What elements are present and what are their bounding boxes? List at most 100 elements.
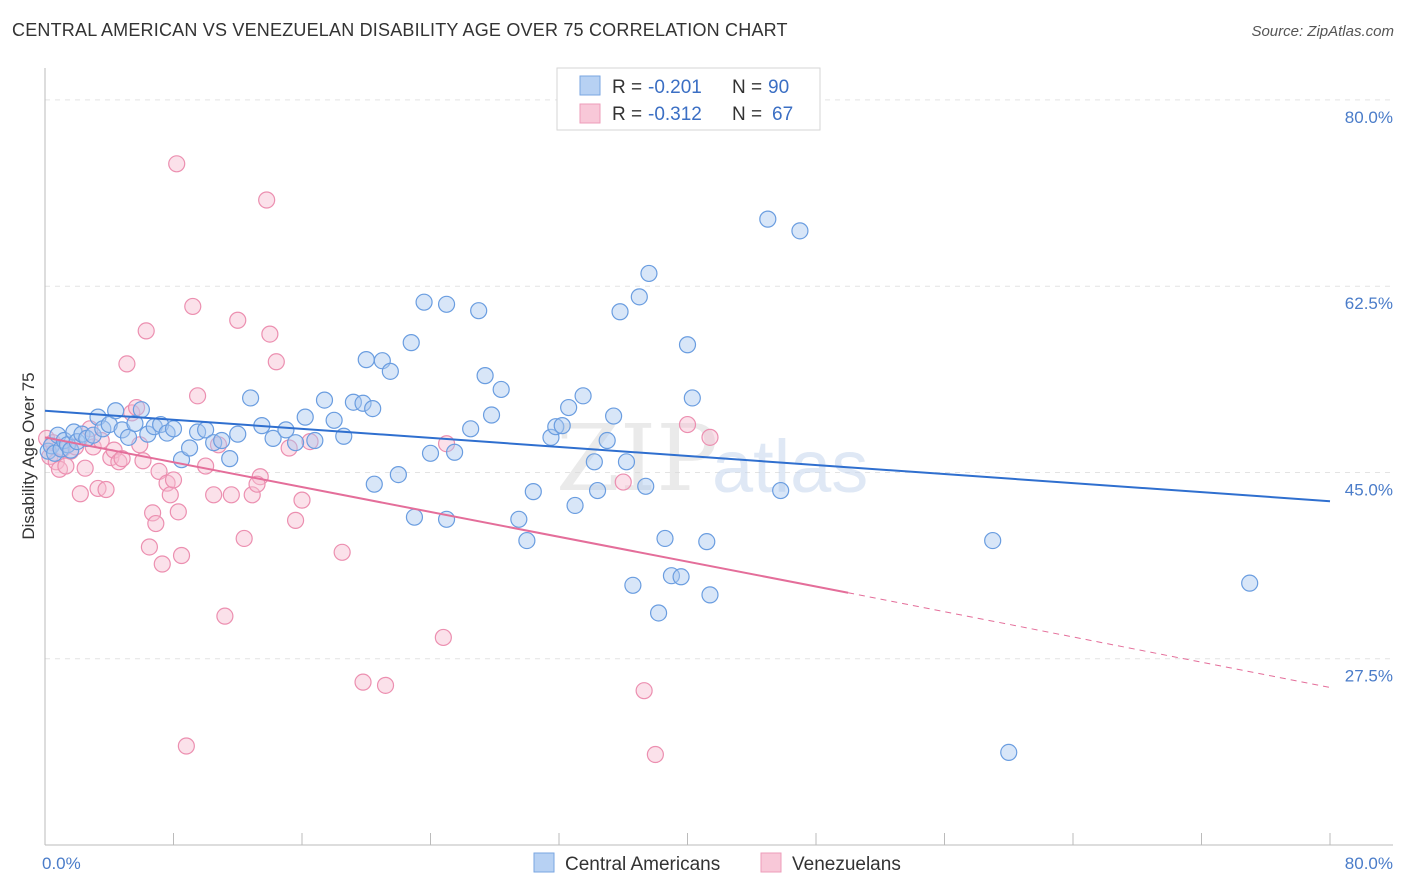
legend-r-value-1: -0.201	[648, 77, 702, 98]
central-americans-point	[315, 391, 334, 409]
central-americans-point	[470, 302, 488, 320]
venezuelans-point	[140, 538, 159, 556]
central-americans-point	[242, 389, 260, 407]
venezuelans-point	[57, 457, 75, 475]
venezuelans-point	[205, 486, 223, 504]
central-americans-point	[306, 431, 324, 450]
central-americans-point	[445, 443, 464, 461]
legend-r-label-2: R =	[612, 104, 642, 125]
venezuelans-point	[184, 297, 202, 316]
venezuelans-point	[153, 555, 171, 573]
x-axis-ticks	[44, 833, 1331, 845]
venezuelans-point	[169, 503, 187, 521]
legend-swatch-venezuelans	[760, 852, 782, 873]
central-americans-point	[560, 398, 578, 417]
venezuelans-point	[286, 511, 305, 529]
central-americans-point	[286, 434, 305, 452]
venezuelans-point	[144, 504, 162, 522]
central-americans-point	[180, 439, 199, 457]
central-americans-point	[640, 264, 658, 283]
venezuelans-point	[177, 737, 195, 755]
central-americans-point	[132, 401, 150, 419]
venezuelans-point	[354, 673, 372, 691]
legend-swatch-central-americans	[533, 852, 555, 873]
central-americans-point	[759, 210, 777, 228]
central-americans-point	[542, 428, 560, 446]
venezuelans-trend-line-extension	[848, 592, 1331, 688]
legend-r-value-2: -0.312	[648, 104, 702, 125]
legend-r-label-1: R =	[612, 77, 642, 98]
central-americans-point	[119, 428, 138, 446]
central-americans-point	[524, 483, 542, 501]
central-americans-point	[164, 420, 183, 438]
central-americans-point	[547, 418, 565, 436]
venezuelans-point	[110, 453, 128, 471]
central-americans-point	[588, 481, 607, 500]
venezuelans-point	[678, 415, 697, 434]
central-americans-point	[1000, 743, 1018, 761]
venezuelans-point	[113, 450, 131, 468]
chart-title: CENTRAL AMERICAN VS VENEZUELAN DISABILIT…	[12, 20, 788, 40]
legend-n-label-2: N =	[732, 104, 762, 125]
central-americans-point	[296, 408, 314, 426]
central-americans-point	[152, 415, 170, 434]
venezuelans-point	[614, 473, 632, 491]
central-americans-point	[264, 429, 282, 448]
central-americans-point	[354, 394, 372, 412]
x-tick-label-max: 80.0%	[1345, 854, 1393, 873]
central-americans-point	[678, 336, 697, 354]
y-tick-label: 62.5%	[1345, 294, 1393, 313]
y-tick-label: 45.0%	[1345, 480, 1393, 499]
central-americans-point	[213, 431, 231, 450]
central-americans-point	[381, 362, 399, 380]
venezuelans-point	[635, 682, 653, 700]
venezuelans-point	[161, 486, 179, 504]
venezuelans-point	[147, 514, 165, 533]
central-americans-point	[574, 387, 592, 405]
central-americans-point	[389, 465, 407, 484]
venezuelans-point	[164, 471, 183, 489]
central-americans-point	[984, 531, 1002, 550]
legend-label-central-americans: Central Americans	[565, 854, 720, 875]
central-americans-point	[649, 604, 668, 622]
central-americans-point	[585, 453, 603, 471]
central-americans-point	[683, 389, 701, 407]
legend-n-label-1: N =	[732, 77, 762, 98]
central-americans-point	[553, 417, 571, 435]
central-americans-point	[698, 533, 716, 551]
venezuelans-point	[222, 486, 240, 504]
central-americans-point	[462, 420, 480, 438]
venezuelans-point	[97, 480, 115, 499]
central-americans-point	[637, 477, 655, 495]
venezuelans-point	[376, 676, 395, 694]
watermark-zip: ZIP	[556, 405, 718, 512]
central-americans-point	[421, 444, 440, 462]
venezuelans-point	[243, 486, 261, 504]
y-axis-title: Disability Age Over 75	[19, 372, 38, 539]
venezuelans-point	[168, 155, 186, 173]
x-tick-label-min: 0.0%	[42, 854, 81, 873]
venezuelans-trend-line	[44, 436, 849, 594]
central-americans-point	[476, 367, 494, 385]
legend-swatch-pink	[579, 103, 601, 124]
central-americans-point	[518, 531, 536, 550]
y-tick-label: 27.5%	[1345, 667, 1393, 686]
central-americans-point	[415, 293, 433, 311]
central-americans-trend-line	[44, 409, 1331, 503]
gridlines	[45, 99, 1393, 660]
venezuelans-point	[76, 459, 94, 477]
central-americans-point	[357, 351, 375, 369]
central-americans-point	[791, 222, 809, 240]
central-americans-point	[365, 475, 383, 493]
central-americans-point	[364, 400, 382, 418]
legend-n-value-2: 67	[772, 104, 793, 125]
central-americans-point	[482, 406, 501, 424]
central-americans-point	[492, 380, 510, 399]
central-americans-point	[39, 442, 57, 460]
venezuelans-point	[229, 311, 247, 329]
venezuelans-point	[248, 475, 266, 493]
venezuelans-point	[137, 322, 155, 340]
central-americans-point	[126, 414, 144, 433]
